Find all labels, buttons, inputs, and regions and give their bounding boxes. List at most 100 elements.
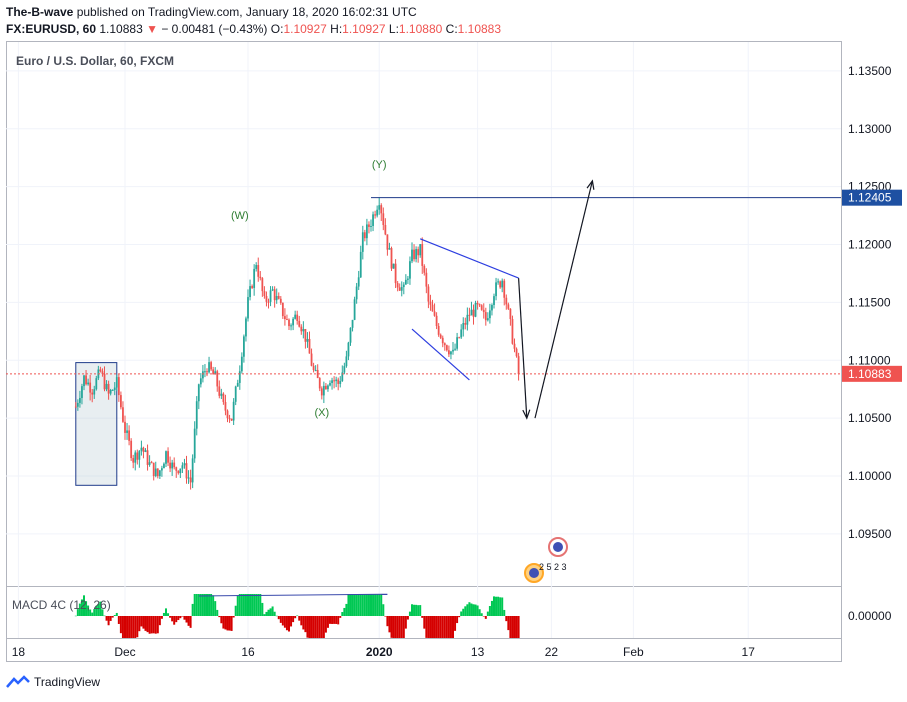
projection-arrow-line[interactable] <box>518 278 528 419</box>
candle-body <box>417 249 420 256</box>
candle-body <box>335 379 338 382</box>
macd-bar <box>454 616 457 631</box>
macd-bar <box>226 616 229 631</box>
tradingview-footer[interactable]: TradingView <box>6 675 100 689</box>
level-price-tag <box>842 189 902 206</box>
events-icon-group[interactable]: 2 5 2 3 <box>524 537 568 583</box>
macd-bar <box>195 594 198 616</box>
macd-bar <box>435 616 438 638</box>
price-tick-label: 1.11500 <box>848 295 891 309</box>
candle-body <box>482 309 485 313</box>
candle-body <box>495 282 497 297</box>
macd-bar <box>95 605 98 616</box>
macd-divergence-line[interactable] <box>198 593 388 597</box>
candle-body <box>460 329 463 338</box>
candle-body <box>156 468 159 477</box>
candle-body <box>489 310 491 319</box>
macd-bar <box>281 616 284 626</box>
macd-bar <box>513 616 516 638</box>
macd-bar <box>507 616 510 631</box>
macd-bar <box>413 604 416 616</box>
macd-bar <box>212 595 215 616</box>
candle-body <box>257 265 260 277</box>
close-label: C: <box>445 22 458 36</box>
macd-bar <box>302 616 305 630</box>
candle-body <box>491 304 493 311</box>
macd-bar <box>152 616 155 634</box>
macd-bar <box>505 616 508 622</box>
macd-bar <box>421 616 424 618</box>
event-icon-inner <box>529 568 539 578</box>
macd-bar <box>244 594 247 616</box>
macd-bar <box>511 616 514 638</box>
candle-body <box>310 353 313 366</box>
macd-bar <box>408 611 411 616</box>
macd-bar <box>355 594 358 616</box>
candle-body <box>290 325 292 327</box>
macd-bar <box>437 616 440 638</box>
macd-bar <box>169 616 172 618</box>
candle-body <box>261 278 264 292</box>
macd-bar <box>210 594 213 616</box>
candle-body <box>361 232 364 252</box>
macd-bar <box>187 616 190 626</box>
macd-bar <box>138 616 141 632</box>
macd-bar <box>480 613 483 616</box>
candle-body <box>298 320 301 327</box>
macd-bar <box>367 594 370 616</box>
candle-body <box>386 234 389 250</box>
candle-body <box>158 470 161 477</box>
candle-body <box>411 249 413 262</box>
candle-body <box>464 323 467 325</box>
macd-bar <box>162 612 165 616</box>
candle-body <box>445 345 448 351</box>
candle-body <box>210 362 212 370</box>
price-tick-label: 1.13000 <box>848 122 892 136</box>
projection-arrow-line[interactable] <box>534 180 593 419</box>
macd-bar <box>214 601 217 616</box>
macd-bar <box>419 605 422 616</box>
time-tick-label: 17 <box>742 645 756 659</box>
macd-bar <box>493 596 495 616</box>
macd-bar <box>392 616 395 638</box>
candle-body <box>384 225 387 235</box>
macd-bar <box>165 608 167 616</box>
macd-bar <box>374 594 377 616</box>
candle-body <box>232 401 235 421</box>
candle-body <box>167 451 169 463</box>
time-tick-label: Feb <box>623 645 644 659</box>
macd-bar <box>447 616 450 638</box>
macd-bar <box>115 612 118 616</box>
macd-bar <box>167 613 170 616</box>
macd-bar <box>146 616 149 633</box>
macd-bar <box>468 602 471 616</box>
candle-body <box>329 383 331 386</box>
candle-body <box>474 302 477 317</box>
triangle-lower-line[interactable] <box>411 328 470 381</box>
macd-bar <box>304 616 307 633</box>
candle-body <box>199 378 202 385</box>
macd-bar <box>509 616 512 638</box>
candle-body <box>269 290 272 302</box>
macd-bar <box>290 616 293 627</box>
macd-bar <box>472 604 475 616</box>
candle-body <box>415 249 417 260</box>
candle-body <box>132 458 135 463</box>
candle-body <box>79 397 81 403</box>
candle-body <box>423 265 426 273</box>
macd-bar <box>331 616 334 624</box>
macd-bar <box>107 616 110 626</box>
triangle-upper-line[interactable] <box>419 238 519 279</box>
open-value: 1.10927 <box>283 22 327 36</box>
macd-bar <box>130 616 133 638</box>
macd-bar <box>128 616 131 638</box>
candle-body <box>267 301 270 303</box>
macd-bar <box>177 616 180 621</box>
candle-body <box>441 337 444 344</box>
price-tick-label: 1.12000 <box>848 238 892 252</box>
time-tick-label: Dec <box>114 645 135 659</box>
macd-bar <box>105 616 108 621</box>
macd-bar <box>93 609 96 616</box>
macd-bar <box>285 616 288 631</box>
